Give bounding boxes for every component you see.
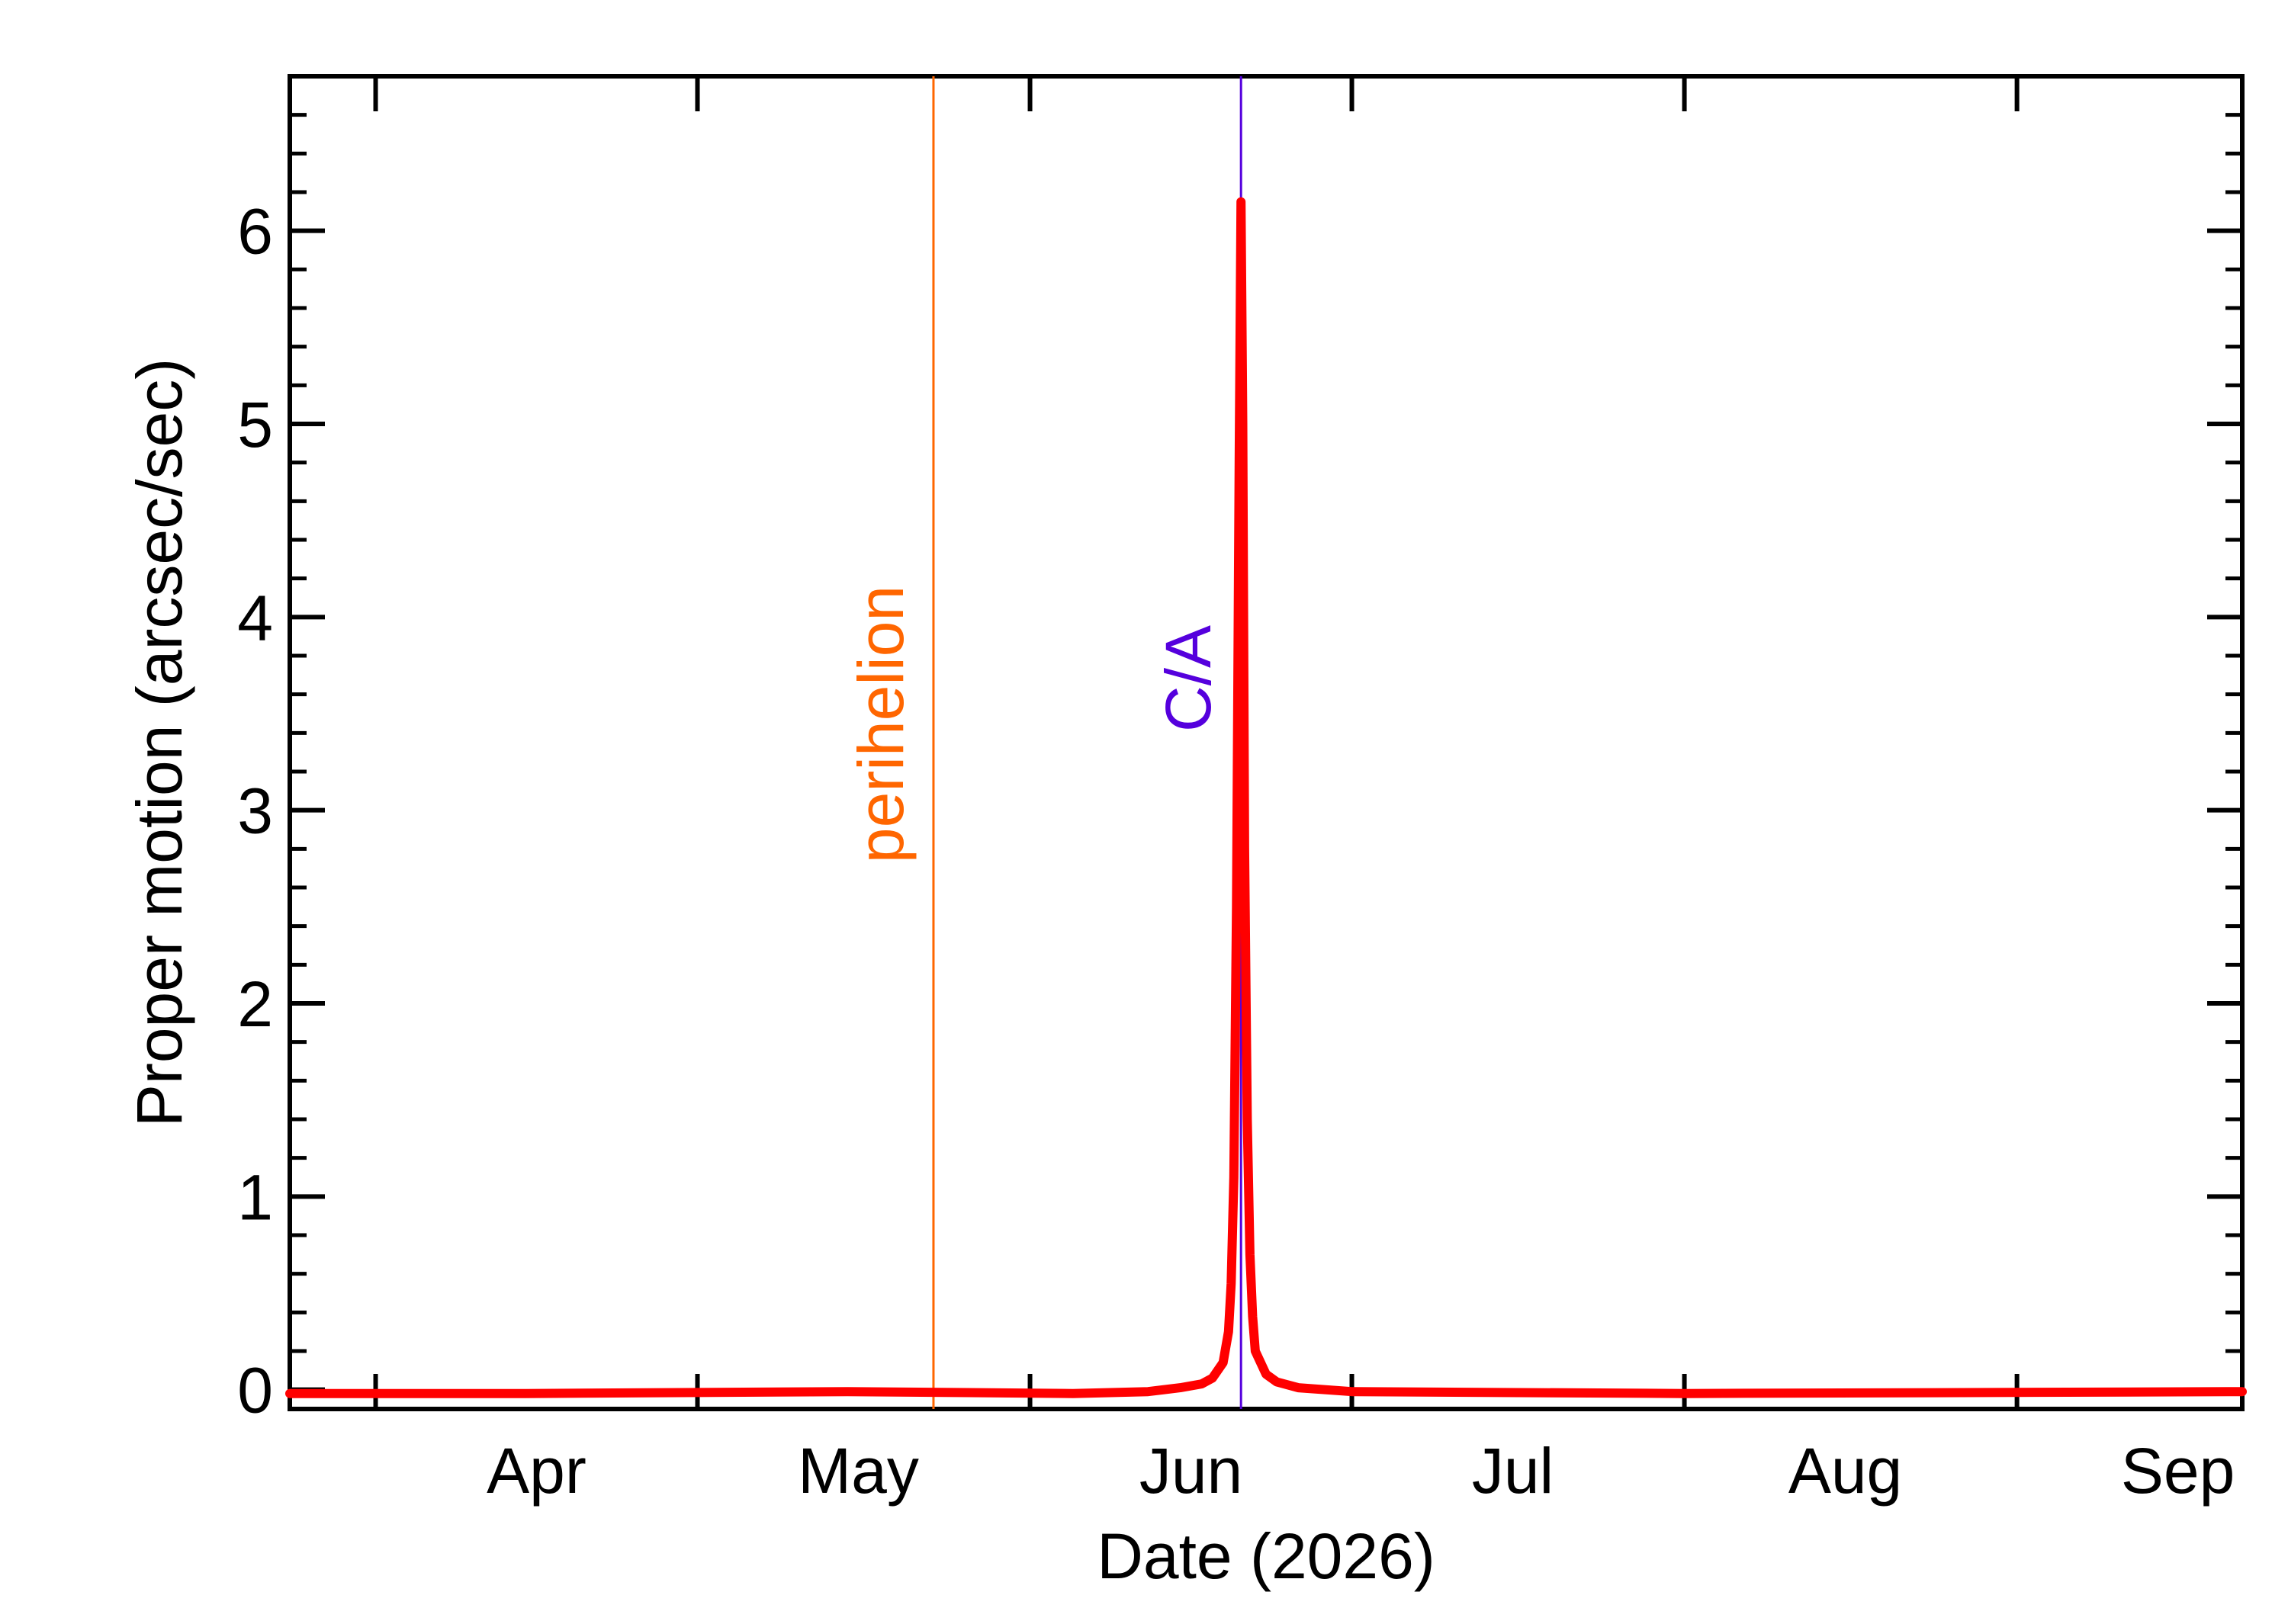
tick-labels: 0 1 2 3 4 5 6 Apr May Jun Jul Aug Sep	[237, 196, 2235, 1507]
y-axis-label: Proper motion (arcsec/sec)	[124, 358, 195, 1127]
closest-approach-label: C/A	[1152, 625, 1224, 732]
x-tick-label: Jun	[1139, 1435, 1242, 1507]
y-tick-label: 6	[237, 196, 273, 268]
y-tick-label: 2	[237, 968, 273, 1040]
event-lines: perihelion C/A	[845, 76, 1242, 1409]
y-tick-label: 1	[237, 1161, 273, 1233]
x-tick-label: Apr	[487, 1435, 586, 1507]
data-series	[285, 197, 2247, 1398]
x-tick-label: May	[798, 1435, 919, 1507]
perihelion-label: perihelion	[845, 586, 917, 863]
proper-motion-curve	[285, 197, 2247, 1398]
x-axis-label: Date (2026)	[1097, 1520, 1435, 1592]
y-tick-label: 3	[237, 775, 273, 847]
y-tick-label: 5	[237, 389, 273, 461]
plot-frame	[288, 74, 2245, 1411]
y-tick-label: 4	[237, 582, 273, 653]
x-tick-label: Aug	[1788, 1435, 1902, 1507]
y-tick-label: 0	[237, 1355, 273, 1427]
x-tick-label: Jul	[1472, 1435, 1554, 1507]
x-tick-label: Sep	[2121, 1435, 2235, 1507]
tick-marks	[290, 74, 2242, 1409]
